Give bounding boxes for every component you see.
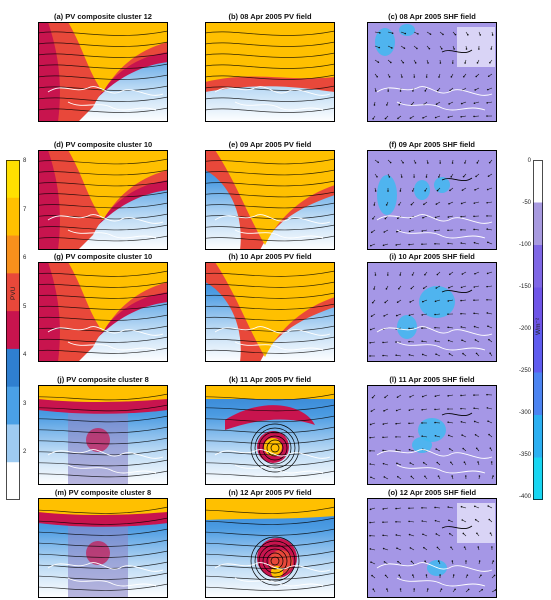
panel-title: (m) PV composite cluster 8 [54,488,152,497]
shf-map-panel [367,22,497,122]
panel-title: (c) 08 Apr 2005 SHF field [388,12,476,21]
panel-title: (l) 11 Apr 2005 SHF field [389,375,475,384]
pv-map-panel [205,498,335,598]
pv-map-panel [205,262,335,362]
pv-colorbar [6,160,20,500]
pv-map-panel [38,498,168,598]
panel-title: (i) 10 Apr 2005 SHF field [389,252,475,261]
shf-colorbar-tick: -250 [518,368,531,374]
panel-title: (e) 09 Apr 2005 PV field [228,140,312,149]
shf-colorbar-tick: -150 [518,284,531,290]
pv-colorbar-tick: 8 [23,158,27,164]
pv-colorbar-tick: 7 [23,206,27,213]
pv-map-panel [205,22,335,122]
pv-map-panel [205,150,335,250]
pv-colorbar-tick: 2 [23,449,27,456]
panel-title: (b) 08 Apr 2005 PV field [228,12,312,21]
shf-map-panel [367,498,497,598]
panel-title: (o) 12 Apr 2005 SHF field [387,488,477,497]
panel-title: (h) 10 Apr 2005 PV field [228,252,312,261]
pv-colorbar-label: PVU [10,286,17,300]
shf-map-panel [367,262,497,362]
shf-colorbar-label: Wm⁻² [535,317,542,335]
pv-colorbar-tick: 6 [23,255,27,262]
panel-title: (k) 11 Apr 2005 PV field [228,375,312,384]
shf-colorbar-tick: 0 [527,158,531,164]
shf-colorbar-tick: -300 [518,410,531,416]
shf-map-panel [367,150,497,250]
pv-map-panel [38,262,168,362]
panel-title: (g) PV composite cluster 10 [53,252,153,261]
pv-map-panel [38,385,168,485]
shf-colorbar-tick: -50 [522,200,531,206]
shf-colorbar-tick: -400 [518,494,531,500]
pv-map-panel [205,385,335,485]
pv-colorbar-tick: 3 [23,400,27,407]
panel-title: (n) 12 Apr 2005 PV field [228,488,312,497]
pv-colorbar-tick: 5 [23,303,27,310]
pv-map-panel [38,150,168,250]
shf-colorbar-tick: -350 [518,452,531,458]
panel-title: (a) PV composite cluster 12 [54,12,152,21]
panel-title: (f) 09 Apr 2005 SHF field [389,140,475,149]
shf-colorbar [533,160,543,500]
panel-title: (d) PV composite cluster 10 [53,140,153,149]
shf-map-panel [367,385,497,485]
pv-colorbar-tick: 4 [23,352,27,359]
shf-colorbar-tick: -100 [518,242,531,248]
panel-title: (j) PV composite cluster 8 [57,375,149,384]
shf-colorbar-tick: -200 [518,326,531,332]
pv-map-panel [38,22,168,122]
